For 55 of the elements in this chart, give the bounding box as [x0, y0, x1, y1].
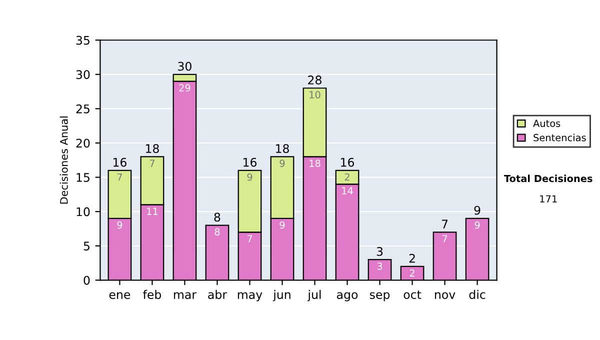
- data-label: 11: [147, 208, 158, 215]
- x-tick-label: jun: [272, 290, 290, 302]
- total-label: 30: [178, 62, 192, 71]
- data-label: 14: [342, 187, 353, 194]
- data-label: 9: [117, 221, 122, 229]
- y-tick-label: 10: [76, 207, 90, 216]
- data-label: 7: [150, 160, 154, 167]
- total-label: 8: [214, 212, 220, 222]
- y-tick-label: 15: [76, 173, 90, 182]
- data-label: 10: [310, 91, 320, 98]
- x-tick-label: abr: [208, 290, 228, 300]
- x-tick-label: sep: [370, 292, 390, 302]
- data-label: 2: [410, 269, 414, 277]
- x-tick-label: nov: [435, 292, 456, 300]
- total-label: 7: [442, 220, 448, 228]
- x-tick-label: ene: [109, 292, 130, 300]
- y-tick-label: 30: [76, 70, 90, 80]
- data-label: 2: [344, 173, 350, 181]
- total-label: 9: [474, 206, 480, 215]
- data-label: 9: [474, 221, 480, 229]
- data-label: 18: [310, 160, 320, 167]
- data-label: 7: [117, 173, 122, 181]
- x-tick-label: ago: [336, 292, 358, 302]
- total-label: 16: [244, 158, 257, 167]
- y-tick-label: 35: [76, 36, 90, 45]
- x-tick-label: jul: [308, 290, 321, 302]
- y-tick-label: 20: [76, 138, 90, 148]
- y-tick-label: 25: [76, 104, 90, 114]
- total-label: 28: [308, 76, 322, 84]
- x-tick-label: feb: [143, 290, 162, 300]
- total-label: 3: [376, 246, 383, 256]
- text: 171: [540, 195, 557, 202]
- data-label: 9: [247, 173, 252, 181]
- x-tick-label: dic: [469, 290, 486, 300]
- total-label: 16: [113, 158, 126, 167]
- total-label: 18: [276, 144, 289, 154]
- legend-label: Autos: [533, 120, 560, 128]
- total-label: 2: [409, 254, 415, 263]
- data-label: 7: [442, 235, 448, 242]
- data-label: 9: [280, 221, 285, 229]
- y-tick-label: 0: [84, 276, 90, 285]
- total-label: 18: [146, 144, 159, 154]
- data-label: 29: [179, 84, 190, 92]
- legend-label: Sentencias: [534, 134, 586, 142]
- y-tick-label: 5: [84, 242, 90, 251]
- data-label: 8: [214, 228, 220, 236]
- data-label: 7: [247, 235, 252, 242]
- data-label: 3: [377, 262, 382, 270]
- text: Total Decisiones: [504, 174, 592, 182]
- x-tick-label: mar: [174, 292, 197, 300]
- data-label: 9: [280, 160, 285, 167]
- x-tick-label: oct: [404, 290, 422, 300]
- x-tick-label: may: [238, 292, 262, 302]
- total-label: 16: [341, 158, 354, 167]
- y-axis-title: Decisiones Anual: [60, 116, 68, 204]
